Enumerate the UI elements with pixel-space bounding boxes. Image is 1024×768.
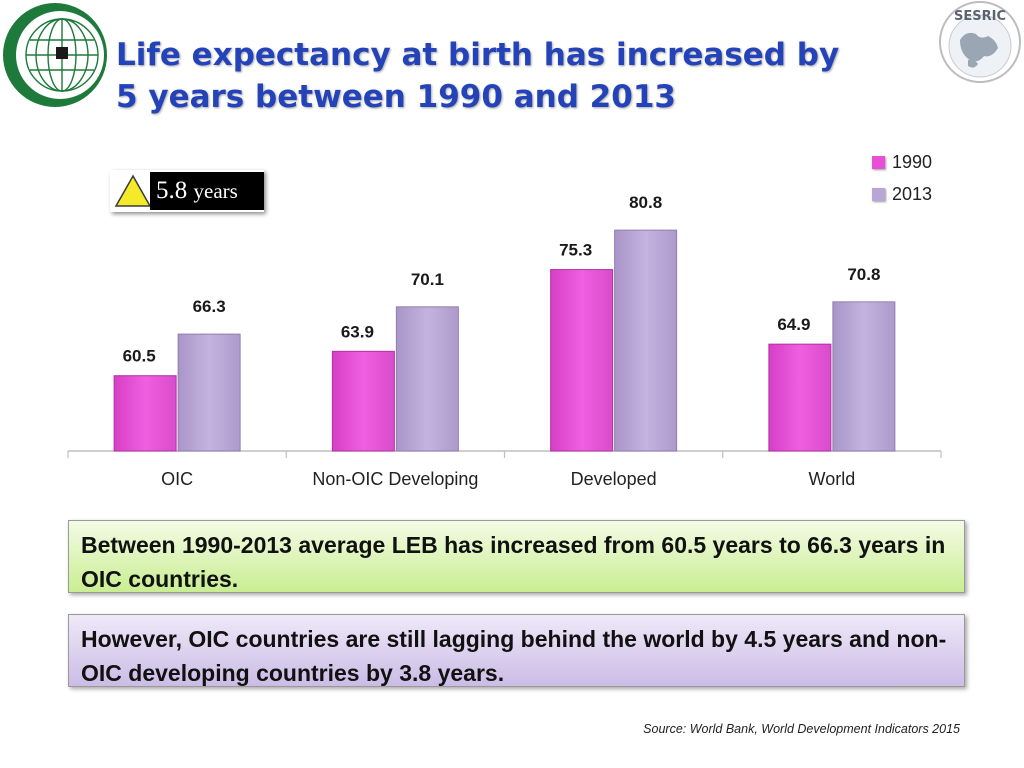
bar-1990-non-oic-developing xyxy=(331,350,395,452)
chart-legend: 1990 2013 xyxy=(872,146,932,210)
source-note: Source: World Bank, World Development In… xyxy=(643,722,960,736)
legend-item-2013: 2013 xyxy=(872,178,932,210)
category-label: Developed xyxy=(571,469,657,489)
callout-unit: years xyxy=(193,179,238,203)
sesric-logo: SESRIC xyxy=(939,1,1021,83)
bar-1990-world xyxy=(768,343,832,452)
data-label-2013-non-oic-developing: 70.1 xyxy=(411,270,444,289)
callout-value: 5.8 xyxy=(156,177,188,204)
bar-2013-oic xyxy=(177,333,241,452)
data-label-1990-oic: 60.5 xyxy=(123,347,156,366)
labels-group: 60.5 66.3 OIC 63.9 70.1 Non-OIC Developing 75.… xyxy=(123,193,881,489)
x-axis xyxy=(67,450,942,458)
data-label-2013-developed: 80.8 xyxy=(629,193,662,212)
note-green-box: Between 1990-2013 average LEB has increa… xyxy=(68,520,965,593)
note-purple-box: However, OIC countries are still lagging… xyxy=(68,614,965,687)
legend-item-1990: 1990 xyxy=(872,146,932,178)
bar-1990-developed xyxy=(550,269,614,452)
bars-group xyxy=(113,229,896,452)
data-label-2013-oic: 66.3 xyxy=(193,297,226,316)
title-line-2: 5 years between 1990 and 2013 xyxy=(116,79,676,115)
category-label: World xyxy=(809,469,856,489)
bar-1990-oic xyxy=(113,375,177,452)
legend-label-2013: 2013 xyxy=(892,183,933,204)
warning-triangle-icon xyxy=(114,174,152,207)
data-label-1990-world: 64.9 xyxy=(777,315,810,334)
data-label-1990-developed: 75.3 xyxy=(559,241,592,260)
oic-logo xyxy=(3,3,107,107)
category-label: Non-OIC Developing xyxy=(312,469,478,489)
category-label: OIC xyxy=(161,469,193,489)
sesric-logo-text: SESRIC xyxy=(954,9,1006,24)
bar-2013-developed xyxy=(614,229,678,452)
legend-swatch-1990 xyxy=(872,155,885,169)
bar-2013-non-oic-developing xyxy=(395,306,459,452)
bar-chart: 60.5 66.3 OIC 63.9 70.1 Non-OIC Developing 75.… xyxy=(67,193,942,489)
bar-2013-world xyxy=(832,301,896,452)
title-line-1: Life expectancy at birth has increased b… xyxy=(116,37,840,73)
page-title: Life expectancy at birth has increased b… xyxy=(116,34,936,118)
callout-label: 5.8 years xyxy=(150,172,264,210)
data-label-2013-world: 70.8 xyxy=(847,265,880,284)
data-label-1990-non-oic-developing: 63.9 xyxy=(341,322,374,341)
increase-callout: 5.8 years xyxy=(110,170,264,212)
legend-swatch-2013 xyxy=(872,187,885,201)
legend-label-1990: 1990 xyxy=(892,151,933,172)
